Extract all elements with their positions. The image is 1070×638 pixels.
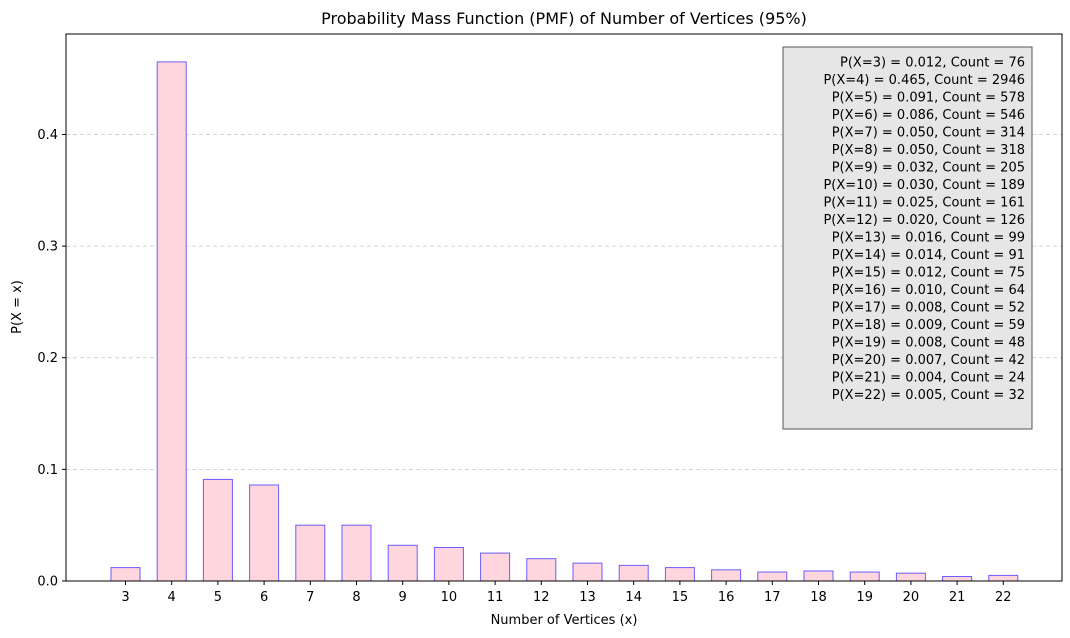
x-tick-label-13: 13	[579, 590, 596, 605]
annotation-line: P(X=11) = 0.025, Count = 161	[823, 196, 1025, 211]
x-tick-label-22: 22	[995, 590, 1012, 605]
x-tick-label-15: 15	[672, 590, 689, 605]
bar-19	[849, 571, 880, 582]
grid-lines	[66, 134, 1062, 470]
x-tick-label-18: 18	[810, 590, 827, 605]
bar-6	[249, 484, 280, 582]
bar-18	[803, 570, 834, 582]
x-tick-label-6: 6	[260, 590, 268, 605]
bar-12	[526, 558, 557, 582]
bar-15	[664, 567, 695, 582]
bar-11	[480, 552, 511, 582]
bars	[110, 61, 1019, 582]
annotation-line: P(X=16) = 0.010, Count = 64	[832, 283, 1025, 298]
annotation-line: P(X=22) = 0.005, Count = 32	[832, 388, 1025, 403]
x-tick-label-20: 20	[903, 590, 920, 605]
annotation-line: P(X=9) = 0.032, Count = 205	[832, 161, 1025, 176]
annotation-box: P(X=3) = 0.012, Count = 76 P(X=4) = 0.465…	[782, 46, 1033, 430]
annotation-line: P(X=3) = 0.012, Count = 76	[840, 56, 1025, 71]
annotation-line: P(X=14) = 0.014, Count = 91	[832, 248, 1025, 263]
annotation-line: P(X=13) = 0.016, Count = 99	[832, 231, 1025, 246]
y-tick-label: 0.0	[37, 575, 58, 590]
annotation-line: P(X=4) = 0.465, Count = 2946	[823, 73, 1025, 88]
x-tick-label-4: 4	[168, 590, 176, 605]
x-tick-label-5: 5	[214, 590, 222, 605]
x-tick-label-12: 12	[533, 590, 550, 605]
bar-20	[895, 572, 926, 582]
x-tick-label-9: 9	[399, 590, 407, 605]
bar-9	[387, 544, 418, 582]
annotation-line: P(X=15) = 0.012, Count = 75	[832, 266, 1025, 281]
bar-3	[110, 567, 141, 582]
bar-10	[433, 547, 464, 582]
y-axis-ticks: 0.0 0.1 0.2 0.3 0.4	[37, 128, 66, 590]
annotation-line: P(X=18) = 0.009, Count = 59	[832, 318, 1025, 333]
annotation-line: P(X=20) = 0.007, Count = 42	[832, 353, 1025, 368]
x-axis-label: Number of Vertices (x)	[491, 613, 638, 628]
bar-13	[572, 562, 603, 582]
x-tick-label-10: 10	[441, 590, 458, 605]
bar-7	[295, 524, 326, 582]
annotation-line: P(X=19) = 0.008, Count = 48	[832, 336, 1025, 351]
y-tick-label: 0.1	[37, 463, 58, 478]
bar-5	[202, 478, 233, 582]
bar-22	[988, 574, 1019, 582]
y-tick-label: 0.3	[37, 240, 58, 255]
x-tick-label-19: 19	[856, 590, 873, 605]
annotation-line: P(X=7) = 0.050, Count = 314	[832, 126, 1025, 141]
bar-16	[711, 569, 742, 582]
x-tick-label-11: 11	[487, 590, 504, 605]
chart-title: Probability Mass Function (PMF) of Numbe…	[321, 9, 807, 28]
x-tick-label-7: 7	[306, 590, 314, 605]
x-tick-label-17: 17	[764, 590, 781, 605]
x-tick-label-14: 14	[625, 590, 642, 605]
x-axis-ticks: 3 4 5 6 7 8 9 10 11 12 13 14 15 16 17 18 19 20 21 22	[121, 581, 1012, 605]
bar-8	[341, 524, 372, 582]
y-tick-label: 0.4	[37, 128, 58, 143]
annotation-box-background	[782, 46, 1033, 430]
annotation-line: P(X=10) = 0.030, Count = 189	[823, 178, 1025, 193]
x-tick-label-16: 16	[718, 590, 735, 605]
y-axis-label: P(X = x)	[10, 280, 25, 334]
bar-4	[156, 61, 187, 582]
annotation-line: P(X=21) = 0.004, Count = 24	[832, 371, 1025, 386]
bar-17	[757, 571, 788, 582]
annotation-line: P(X=12) = 0.020, Count = 126	[823, 213, 1025, 228]
x-tick-label-21: 21	[949, 590, 966, 605]
bar-21	[942, 576, 973, 582]
annotation-line: P(X=6) = 0.086, Count = 546	[832, 108, 1025, 123]
annotation-line: P(X=5) = 0.091, Count = 578	[832, 91, 1025, 106]
x-tick-label-8: 8	[352, 590, 360, 605]
x-tick-label-3: 3	[121, 590, 129, 605]
plot-frame	[65, 33, 1063, 582]
annotation-line: P(X=17) = 0.008, Count = 52	[832, 301, 1025, 316]
annotation-line: P(X=8) = 0.050, Count = 318	[832, 143, 1025, 158]
bar-14	[618, 564, 649, 582]
y-tick-label: 0.2	[37, 351, 58, 366]
